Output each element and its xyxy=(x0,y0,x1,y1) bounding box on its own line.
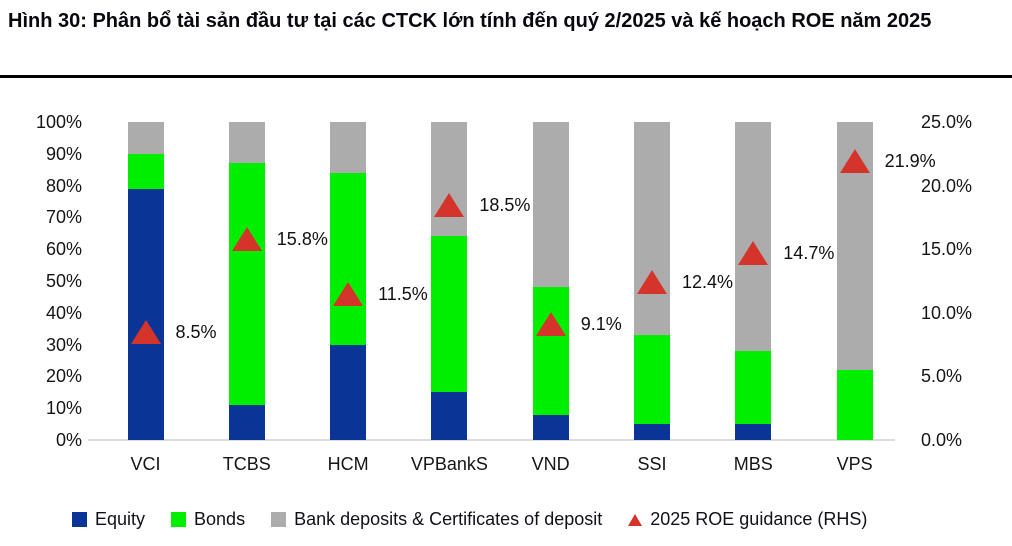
roe-triangle-marker-icon xyxy=(434,192,465,217)
legend-item: Bank deposits & Certificates of deposit xyxy=(271,509,602,530)
y-axis-right-tick-label: 0.0% xyxy=(921,430,963,450)
bar-segment-equity xyxy=(735,424,772,440)
roe-value-label: 9.1% xyxy=(580,314,622,335)
x-axis-category-label: VCI xyxy=(130,454,161,474)
legend-square-swatch-icon xyxy=(271,512,287,527)
legend: Equity Bonds Bank deposits & Certificates … xyxy=(72,509,867,530)
bar-segment-bank xyxy=(228,122,265,164)
x-axis-category-label: VPBankS xyxy=(410,454,488,474)
roe-value-label: 21.9% xyxy=(884,151,936,172)
roe-triangle-marker-icon xyxy=(231,227,262,252)
bar-segment-bank xyxy=(330,122,367,173)
legend-item: Equity xyxy=(72,509,145,530)
y-axis-left-tick-label: 0% xyxy=(55,430,82,450)
x-axis-category-label: SSI xyxy=(637,454,667,474)
roe-triangle-marker-icon xyxy=(535,312,566,337)
roe-triangle-marker-icon xyxy=(839,149,870,174)
roe-value-label: 18.5% xyxy=(479,194,531,215)
x-axis-category-label: VPS xyxy=(836,454,873,474)
roe-triangle-marker-icon xyxy=(333,281,364,306)
y-axis-left-tick-label: 10% xyxy=(45,398,82,419)
legend-label: 2025 ROE guidance (RHS) xyxy=(650,509,868,529)
roe-triangle-marker-icon xyxy=(637,270,667,295)
y-axis-right-tick-label: 10.0% xyxy=(921,302,973,323)
y-axis-left-tick-label: 50% xyxy=(45,271,82,291)
x-axis-line xyxy=(88,439,895,441)
y-axis-right-tick-label: 25.0% xyxy=(921,112,973,132)
bar-segment-bonds xyxy=(330,172,367,345)
bar-segment-bank xyxy=(127,122,164,154)
bar-segment-bonds xyxy=(532,287,569,415)
bar-segment-bonds xyxy=(431,236,468,393)
legend-label: Equity xyxy=(95,509,146,529)
y-axis-left-tick-label: 40% xyxy=(45,302,82,323)
x-axis-category-label: TCBS xyxy=(222,454,271,474)
bar-segment-bonds xyxy=(228,163,265,405)
legend-item: Bonds xyxy=(171,509,245,530)
bar-segment-bank xyxy=(735,122,772,351)
roe-triangle-marker-icon xyxy=(130,319,161,344)
bar-segment-bank xyxy=(634,122,670,336)
bar-segment-equity xyxy=(330,344,367,440)
roe-value-label: 12.4% xyxy=(682,272,734,293)
legend-item: 2025 ROE guidance (RHS) xyxy=(628,509,867,530)
roe-value-label: 11.5% xyxy=(378,283,428,304)
legend-label: Bonds xyxy=(194,509,246,529)
bar-segment-bonds xyxy=(127,153,164,189)
bar-segment-bank xyxy=(431,122,468,237)
roe-value-label: 15.8% xyxy=(276,229,328,250)
x-axis-category-label: VND xyxy=(531,454,570,474)
y-axis-right-tick-label: 15.0% xyxy=(921,239,973,260)
bar-segment-bonds xyxy=(735,350,772,425)
y-axis-left-tick-label: 60% xyxy=(45,239,82,260)
y-axis-right-tick-label: 20.0% xyxy=(921,175,973,196)
roe-value-label: 14.7% xyxy=(783,243,835,264)
legend-square-swatch-icon xyxy=(171,512,187,527)
y-axis-left-tick-label: 100% xyxy=(35,112,82,132)
legend-triangle-swatch-icon xyxy=(628,513,643,526)
title-rule xyxy=(0,75,1012,78)
bar-segment-equity xyxy=(532,414,569,440)
bar-segment-equity xyxy=(228,405,265,440)
x-axis-category-label: MBS xyxy=(733,454,773,474)
y-axis-left-tick-label: 70% xyxy=(45,207,82,228)
bar-segment-bank xyxy=(532,122,569,288)
figure-title: Hình 30: Phân bổ tài sản đầu tư tại các … xyxy=(8,10,932,32)
bar-segment-equity xyxy=(431,392,468,440)
y-axis-right-tick-label: 5.0% xyxy=(921,366,963,387)
legend-label: Bank deposits & Certificates of deposit xyxy=(294,509,603,529)
y-axis-left-tick-label: 80% xyxy=(45,175,82,196)
roe-triangle-marker-icon xyxy=(738,241,769,266)
bar-segment-bonds xyxy=(836,370,873,440)
bar-segment-equity xyxy=(634,424,670,440)
y-axis-left-tick-label: 20% xyxy=(45,366,82,387)
y-axis-left-tick-label: 30% xyxy=(45,334,82,355)
roe-value-label: 8.5% xyxy=(175,321,217,342)
bar-segment-bonds xyxy=(634,335,670,425)
y-axis-left-tick-label: 90% xyxy=(45,143,82,164)
bar-segment-equity xyxy=(127,188,164,440)
legend-square-swatch-icon xyxy=(72,512,87,527)
x-axis-category-label: HCM xyxy=(327,454,369,474)
